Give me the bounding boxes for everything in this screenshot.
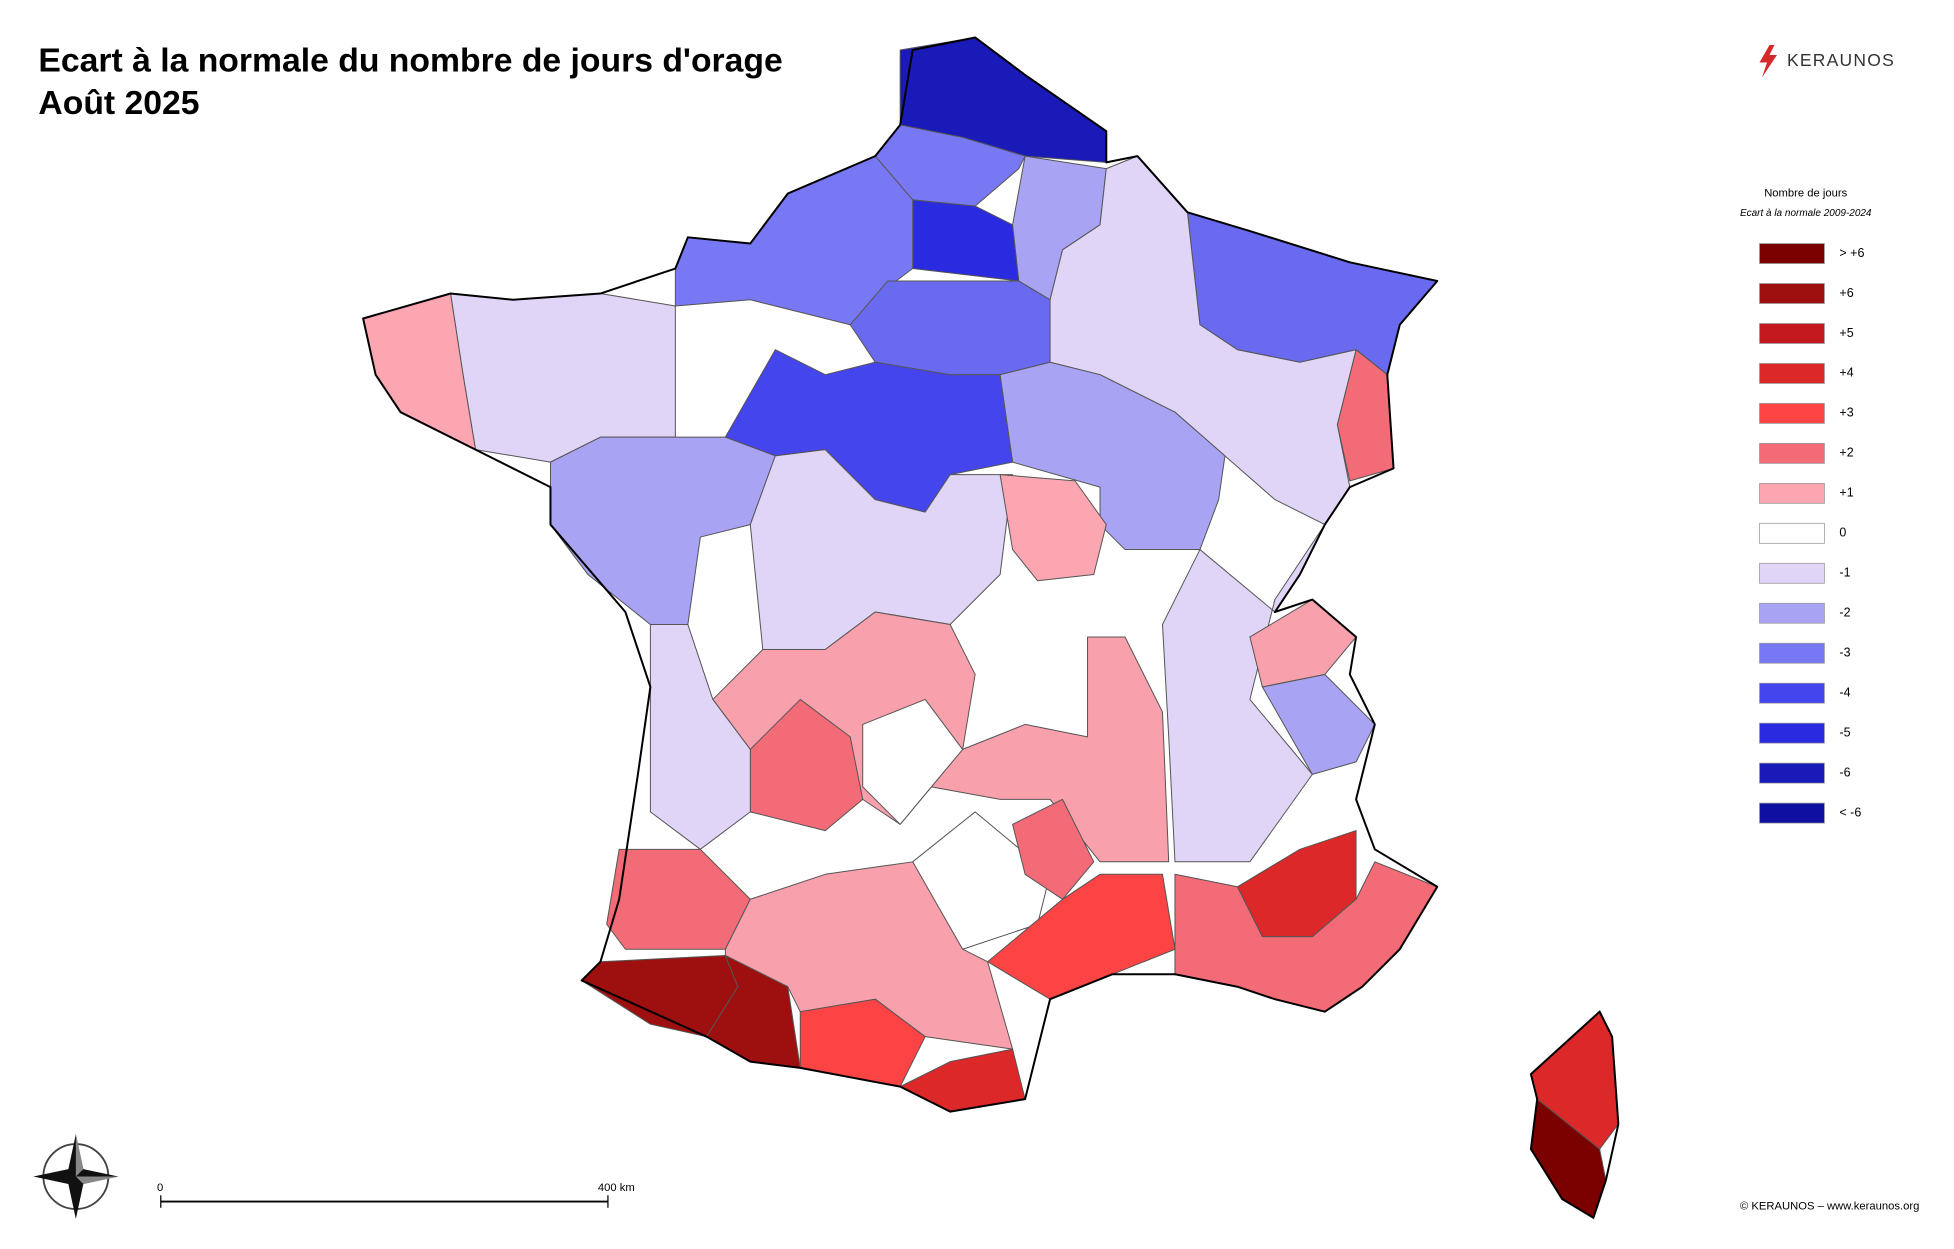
legend-swatch <box>1759 403 1825 424</box>
department-region <box>549 436 776 625</box>
legend-subtitle: Ecart à la normale 2009-2024 <box>1740 208 1872 219</box>
logo-text: KERAUNOS <box>1787 50 1895 70</box>
department-region <box>849 280 1051 376</box>
legend-swatch <box>1759 642 1825 664</box>
legend-swatch <box>1759 443 1825 464</box>
department-region <box>649 624 751 850</box>
legend-swatch <box>1759 363 1825 384</box>
legend-label: +5 <box>1839 326 1853 340</box>
department-region <box>606 848 751 950</box>
department-region <box>1012 798 1095 900</box>
department-region <box>1249 599 1357 688</box>
logo-icon <box>1759 44 1777 78</box>
legend-label: -1 <box>1839 566 1850 580</box>
legend-swatch <box>1759 682 1825 704</box>
department-region <box>1261 673 1376 775</box>
legend-swatch <box>1759 522 1825 544</box>
legend-swatch <box>1759 762 1825 784</box>
scale-bar-end: 400 km <box>598 1182 635 1194</box>
legend-swatch <box>1759 802 1825 824</box>
legend-swatch <box>1759 482 1825 504</box>
compass <box>33 1134 119 1220</box>
scale-bar-start: 0 <box>157 1182 163 1194</box>
legend-label: -2 <box>1839 606 1850 620</box>
copyright: © KERAUNOS – www.keraunos.org <box>1740 1201 1919 1213</box>
legend-label: < -6 <box>1839 805 1861 819</box>
department-region <box>999 474 1107 582</box>
map-subtitle: Août 2025 <box>38 84 199 122</box>
map-title: Ecart à la normale du nombre de jours d'… <box>38 41 782 79</box>
legend-label: +6 <box>1839 286 1853 300</box>
department-region <box>912 199 1020 282</box>
legend-label: -4 <box>1839 685 1850 699</box>
legend-swatch <box>1759 243 1825 264</box>
legend-label: +3 <box>1839 406 1853 420</box>
legend-label: -6 <box>1839 765 1850 779</box>
legend-swatch <box>1759 722 1825 744</box>
department-region <box>862 698 964 825</box>
legend-label: -3 <box>1839 646 1850 660</box>
department-region <box>799 998 926 1088</box>
country-outline <box>362 36 1439 1113</box>
legend-label: -5 <box>1839 725 1850 739</box>
legend-label: > +6 <box>1839 246 1864 260</box>
legend-label: +2 <box>1839 446 1853 460</box>
legend-label: 0 <box>1839 526 1846 540</box>
legend-swatch <box>1759 283 1825 304</box>
department-region <box>999 361 1226 551</box>
legend-title: Nombre de jours <box>1764 188 1847 200</box>
region-layer <box>362 36 1619 1219</box>
legend-label: +1 <box>1839 486 1853 500</box>
legend-swatch <box>1759 562 1825 584</box>
legend: Nombre de jours Ecart à la normale 2009-… <box>1740 188 1872 824</box>
corsica-outline <box>1529 1010 1620 1220</box>
legend-swatch <box>1759 323 1825 344</box>
legend-label: +4 <box>1839 366 1853 380</box>
legend-swatch <box>1759 602 1825 624</box>
